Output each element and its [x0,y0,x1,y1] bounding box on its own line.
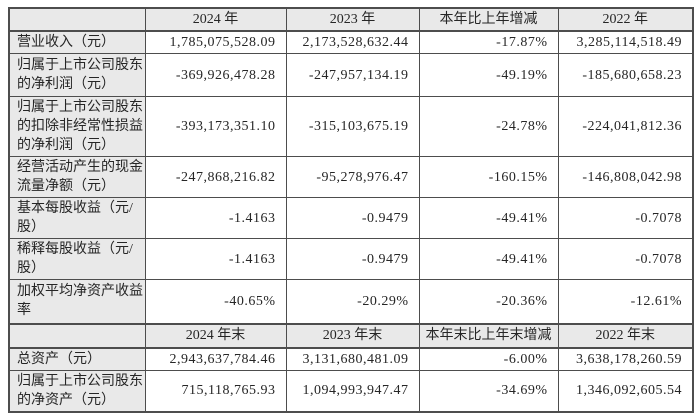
value-2024: -1.4163 [144,238,287,280]
header-2023-end: 2023 年末 [285,322,420,349]
value-2023: 2,173,528,632.44 [285,30,420,54]
value-2023: -0.9479 [285,238,420,280]
row-label: 加权平均净资产收益率 [8,279,146,324]
row-label: 基本每股收益（元/股） [8,197,146,239]
row-label: 稀释每股收益（元/股） [8,238,146,280]
table-row-total-assets: 总资产（元） 2,943,637,784.46 3,131,680,481.09… [8,347,694,371]
header-2022: 2022 年 [557,7,694,32]
row-label: 归属于上市公司股东的净资产（元） [8,369,146,412]
value-2024: -40.65% [144,279,287,324]
key-accounting-data-table: 2024 年 2023 年 本年比上年增减 2022 年 营业收入（元） 1,7… [8,7,694,413]
header-2024-end: 2024 年末 [144,322,287,349]
value-2024: -393,173,351.10 [144,96,287,157]
value-2022: -0.7078 [557,238,694,280]
table-row-operating-cash-flow: 经营活动产生的现金流量净额（元） -247,868,216.82 -95,278… [8,156,694,198]
header-blank-cell [8,7,146,32]
value-2023: -0.9479 [285,197,420,239]
header-blank-cell [8,322,146,349]
value-2022: -0.7078 [557,197,694,239]
table-row-net-assets: 归属于上市公司股东的净资产（元） 715,118,765.93 1,094,99… [8,369,694,412]
value-2022: -185,680,658.23 [557,53,694,97]
table-row-diluted-eps: 稀释每股收益（元/股） -1.4163 -0.9479 -49.41% -0.7… [8,238,694,280]
table-row-revenue: 营业收入（元） 1,785,075,528.09 2,173,528,632.4… [8,30,694,54]
table-row-weighted-avg-roe: 加权平均净资产收益率 -40.65% -20.29% -20.36% -12.6… [8,279,694,324]
header-2023: 2023 年 [285,7,420,32]
value-change: -49.41% [418,197,559,239]
value-2023: -247,957,134.19 [285,53,420,97]
table-row-basic-eps: 基本每股收益（元/股） -1.4163 -0.9479 -49.41% -0.7… [8,197,694,239]
value-2024: -369,926,478.28 [144,53,287,97]
value-change: -20.36% [418,279,559,324]
table-row-net-profit-excl-nonrecurring: 归属于上市公司股东的扣除非经常性损益的净利润（元） -393,173,351.1… [8,96,694,157]
header-2022-end: 2022 年末 [557,322,694,349]
value-2024-end: 2,943,637,784.46 [144,347,287,371]
value-2024-end: 715,118,765.93 [144,369,287,412]
value-2022-end: 3,638,178,260.59 [557,347,694,371]
value-2023-end: 3,131,680,481.09 [285,347,420,371]
header-2024: 2024 年 [144,7,287,32]
period-end-header-row: 2024 年末 2023 年末 本年末比上年末增减 2022 年末 [8,322,694,349]
value-2023: -315,103,675.19 [285,96,420,157]
value-2022: 3,285,114,518.49 [557,30,694,54]
header-yoy-change: 本年比上年增减 [418,7,559,32]
value-change: -17.87% [418,30,559,54]
value-2022: -146,808,042.98 [557,156,694,198]
value-2024: 1,785,075,528.09 [144,30,287,54]
table-row-net-profit: 归属于上市公司股东的净利润（元） -369,926,478.28 -247,95… [8,53,694,97]
value-change: -160.15% [418,156,559,198]
value-change: -49.19% [418,53,559,97]
value-2022-end: 1,346,092,605.54 [557,369,694,412]
value-change: -34.69% [418,369,559,412]
value-change: -24.78% [418,96,559,157]
value-2022: -12.61% [557,279,694,324]
value-2023-end: 1,094,993,947.47 [285,369,420,412]
row-label: 经营活动产生的现金流量净额（元） [8,156,146,198]
row-label: 总资产（元） [8,347,146,371]
value-2023: -20.29% [285,279,420,324]
value-2023: -95,278,976.47 [285,156,420,198]
value-2022: -224,041,812.36 [557,96,694,157]
header-yoy-end-change: 本年末比上年末增减 [418,322,559,349]
value-change: -6.00% [418,347,559,371]
period-header-row: 2024 年 2023 年 本年比上年增减 2022 年 [8,7,694,32]
row-label: 归属于上市公司股东的扣除非经常性损益的净利润（元） [8,96,146,157]
value-change: -49.41% [418,238,559,280]
value-2024: -247,868,216.82 [144,156,287,198]
row-label: 归属于上市公司股东的净利润（元） [8,53,146,97]
row-label: 营业收入（元） [8,30,146,54]
value-2024: -1.4163 [144,197,287,239]
